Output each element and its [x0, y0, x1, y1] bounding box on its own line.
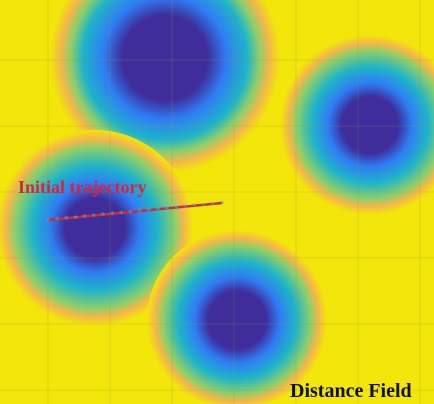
trajectory-sample-marker: * — [82, 213, 87, 223]
obstacle-2 — [280, 35, 434, 215]
trajectory-sample-marker: * — [192, 203, 197, 213]
trajectory-sample-marker: * — [64, 215, 69, 225]
trajectory-sample-marker: * — [156, 206, 161, 216]
field-label: Distance Field — [290, 380, 412, 402]
trajectory-sample-marker: * — [146, 207, 151, 217]
trajectory-sample-marker: * — [174, 204, 179, 214]
trajectory-sample-marker: * — [128, 209, 133, 219]
trajectory-sample-marker: * — [46, 217, 51, 227]
trajectory-sample-marker: * — [183, 204, 188, 214]
trajectory: * * * * * * * * * * * * * * * * * * * * — [46, 200, 225, 227]
trajectory-sample-marker: * — [119, 210, 124, 220]
trajectory-sample-marker: * — [137, 208, 142, 218]
trajectory-line — [47, 201, 223, 222]
trajectory-sample-marker: * — [73, 214, 78, 224]
obstacle-4 — [147, 230, 327, 404]
trajectory-sample-marker: * — [110, 211, 115, 221]
trajectory-label: Initial trajectory — [18, 177, 147, 197]
obstacle-1 — [50, 0, 280, 173]
trajectory-sample-marker: * — [220, 200, 225, 210]
trajectory-sample-marker: * — [165, 205, 170, 215]
trajectory-sample-marker: * — [55, 216, 60, 226]
obstacle-3 — [0, 130, 193, 326]
trajectory-sample-marker: * — [101, 212, 106, 222]
trajectory-sample-marker: * — [201, 202, 206, 212]
trajectory-sample-marker: * — [211, 201, 216, 211]
trajectory-sample-marker: * — [92, 213, 97, 223]
